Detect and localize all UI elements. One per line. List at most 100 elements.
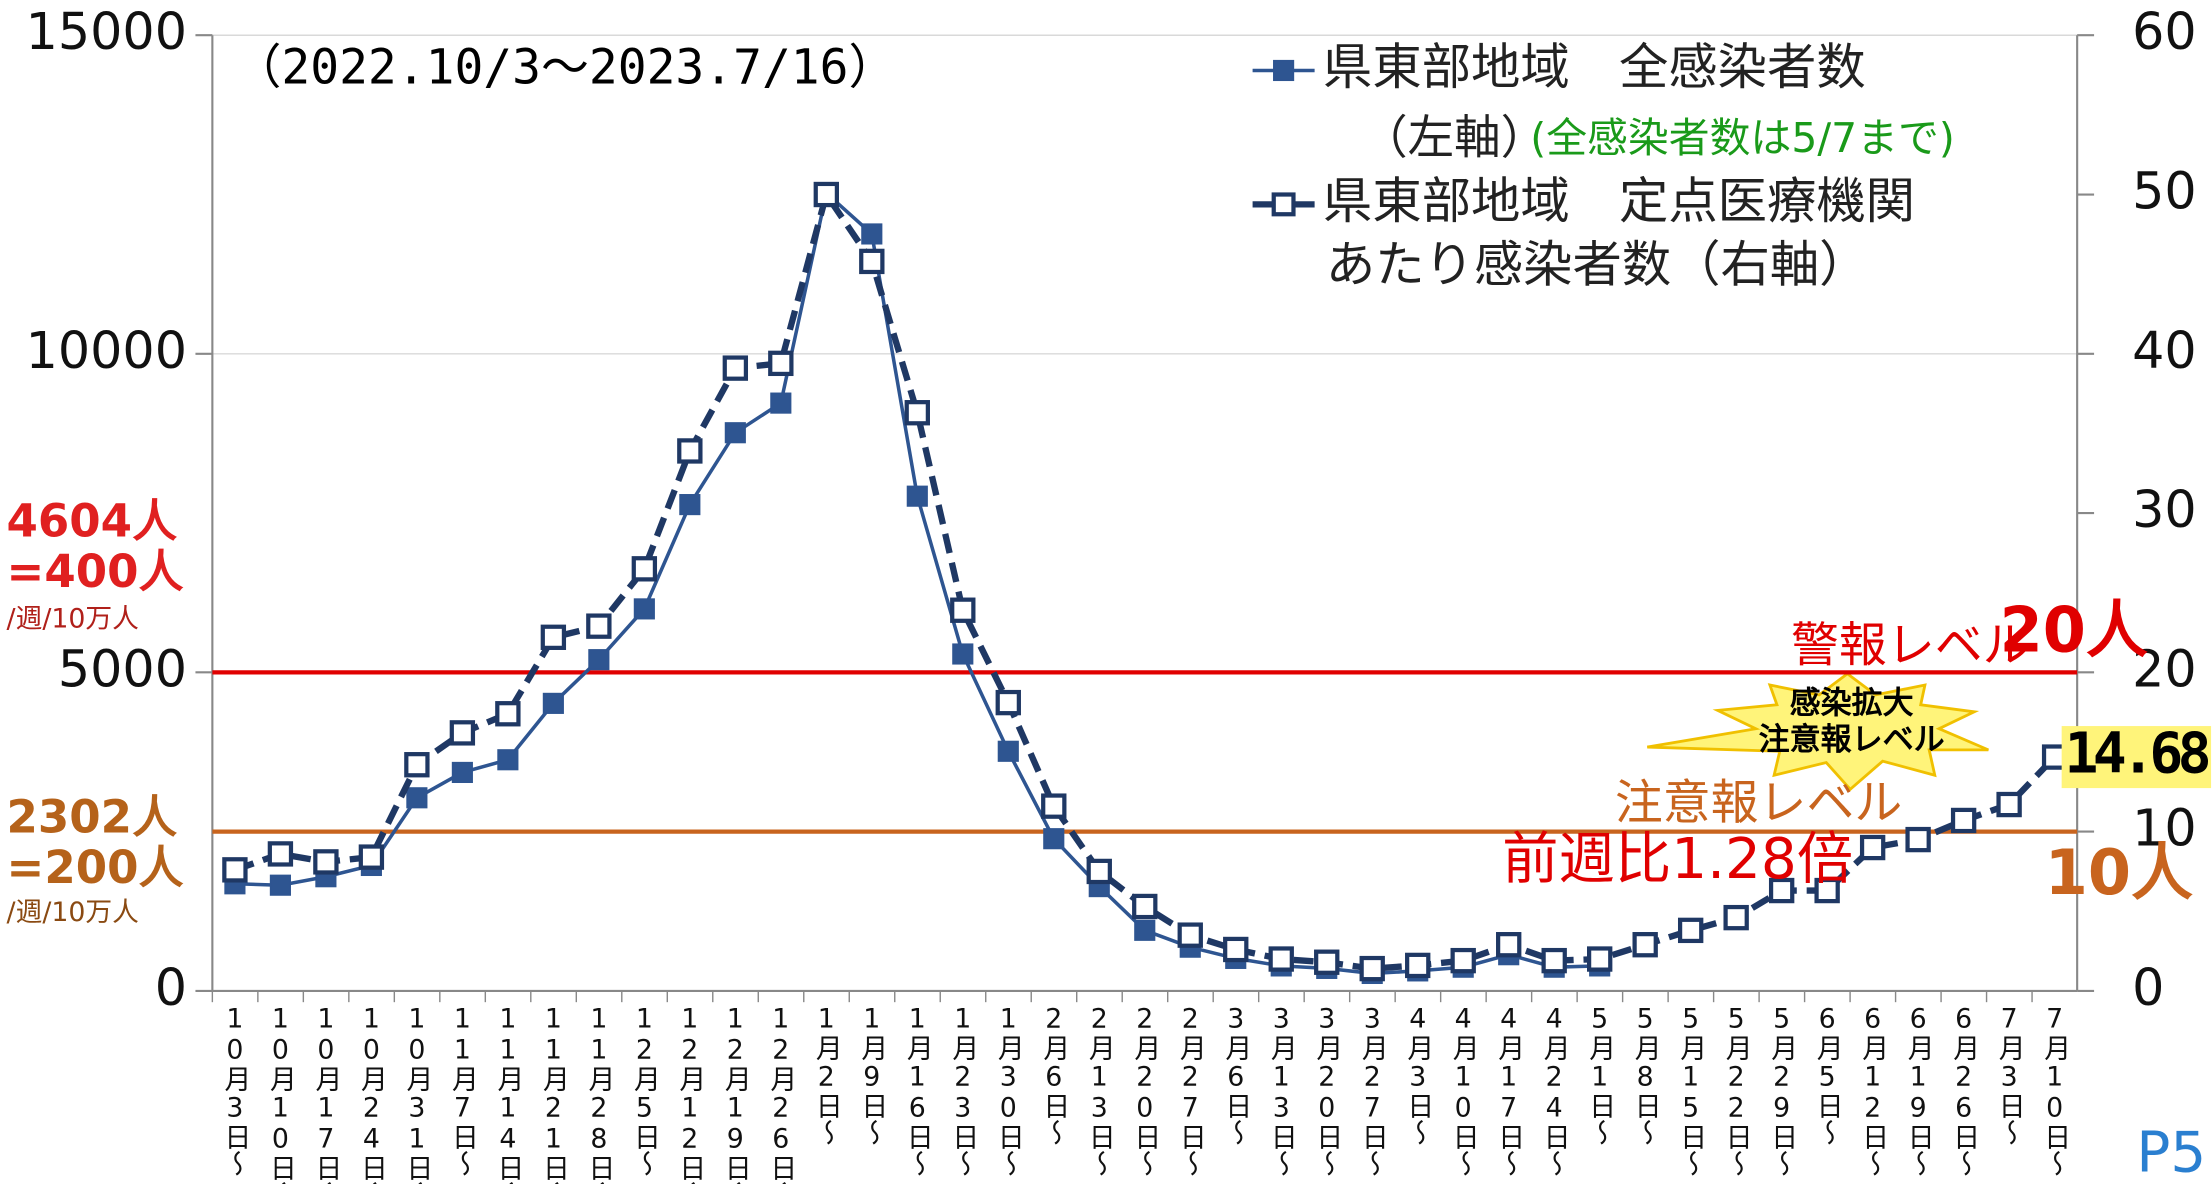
annotation: /週/10万人 [7,604,139,635]
x-tick-label: 4月10日～ [1448,1004,1479,1177]
marker [950,597,976,623]
marker [861,223,883,245]
x-tick-label: 3月20日～ [1311,1004,1342,1177]
marker [1268,946,1294,972]
x-tick-label: 2月6日～ [1038,1004,1069,1146]
x-tick-label: 11月14日～ [492,1004,523,1184]
legend-label: （左軸） [1361,110,1547,164]
marker [1950,807,1977,834]
marker [1587,946,1613,972]
marker [542,692,564,714]
annotation: =400人 [7,545,184,598]
marker [1905,826,1931,853]
marker [724,422,746,444]
y-tick-label: 5000 [58,639,187,698]
marker [588,649,610,671]
x-tick-label: 10月3日～ [219,1004,250,1177]
marker [1132,893,1158,920]
marker [997,740,1019,762]
reference-value-label: 10人 [2045,836,2193,909]
marker [267,841,294,867]
x-tick-label: 6月19日～ [1903,1004,1934,1177]
x-tick-label: 5月29日～ [1766,1004,1797,1177]
x-tick-label: 1月2日～ [811,1004,842,1146]
x-tick-label: 2月13日～ [1084,1004,1115,1177]
marker [1405,952,1431,979]
marker [1677,917,1704,944]
marker [1314,949,1340,975]
x-tick-label: 6月12日～ [1857,1004,1888,1177]
legend-marker [1273,59,1295,82]
marker [631,556,658,582]
value-label: 14.68 [2064,722,2208,787]
marker [1632,932,1658,958]
x-tick-label: 12月5日～ [629,1004,660,1177]
x-tick-label: 1月23日～ [947,1004,978,1177]
x-tick-label: 10月31日～ [401,1004,432,1184]
annotation: 感染拡大 [1790,685,1914,721]
annotation: =200人 [7,841,184,894]
x-tick-label: 3月27日～ [1357,1004,1388,1177]
starburst [1647,671,1989,792]
x-tick-label: 5月8日～ [1630,1004,1661,1146]
legend-label: 県東部地域 定点医療機関 [1323,172,1915,230]
y2-tick-label: 20 [2132,639,2197,698]
marker [1043,828,1065,850]
marker [722,355,749,381]
marker [813,181,840,208]
marker [404,752,430,778]
marker [1086,858,1112,885]
x-tick-label: 11月21日～ [538,1004,569,1184]
marker [770,392,792,414]
y-tick-label: 15000 [26,2,187,61]
value-label-bg [2061,726,2212,789]
x-tick-label: 10月24日～ [356,1004,387,1184]
annotation: /週/10万人 [7,897,139,928]
marker [904,400,930,426]
y2-tick-label: 30 [2132,480,2197,539]
marker [633,598,655,620]
x-tick-label: 6月5日～ [1812,1004,1843,1146]
marker [859,248,885,275]
x-tick-label: 12月26日～ [765,1004,796,1184]
marker [1814,877,1840,904]
annotation: 注意報レベル [1759,722,1945,758]
legend-note: (全感染者数は5/7まで) [1530,114,1955,162]
annotation: 4604人 [7,494,178,547]
marker [222,857,248,883]
x-tick-label: 10月17日～ [310,1004,341,1184]
marker [952,643,974,665]
reference-value-label: 20人 [2000,593,2148,666]
x-tick-label: 5月22日～ [1721,1004,1752,1177]
annotation: 2302人 [7,790,178,843]
marker [1134,919,1156,941]
marker [540,624,567,650]
x-tick-label: 12月19日～ [720,1004,751,1184]
marker [1859,834,1886,861]
x-tick-label: 12月12日～ [674,1004,705,1184]
marker [451,761,473,784]
legend-label: あたり感染者数（右軸） [1326,235,1869,293]
marker [1223,936,1249,963]
marker [679,494,701,516]
marker [1768,877,1795,904]
y2-tick-label: 40 [2132,321,2197,380]
marker [358,844,385,870]
marker [495,701,521,727]
x-tick-label: 11月7日～ [447,1004,478,1177]
marker [406,787,428,809]
legend-label: 県東部地域 全感染者数 [1323,38,1866,96]
marker [995,689,1021,716]
marker [1541,947,1567,974]
x-tick-label: 5月15日～ [1675,1004,1706,1177]
annotation: P5 [2136,1120,2206,1184]
marker [1723,904,1749,931]
x-tick-label: 11月28日～ [583,1004,614,1184]
x-tick-label: 1月9日～ [856,1004,887,1146]
y2-tick-label: 0 [2132,958,2164,1017]
legend-marker [1271,192,1296,217]
marker [768,350,794,377]
